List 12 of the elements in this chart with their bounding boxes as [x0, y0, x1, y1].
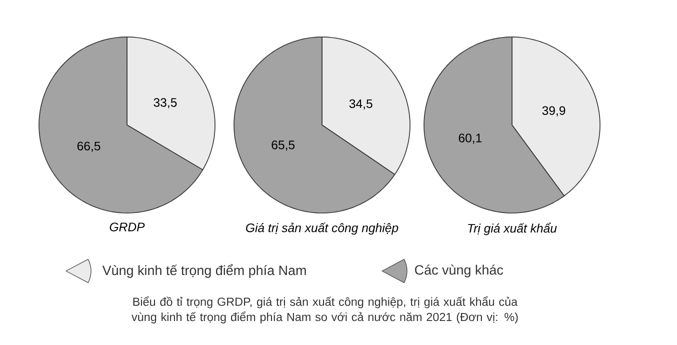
legend-label: Vùng kinh tế trọng điểm phía Nam [102, 264, 306, 278]
data-label: 34,5 [349, 99, 372, 110]
text: Giá trị sản xuất công nghiệp [246, 222, 398, 235]
data-label: 39,9 [542, 106, 566, 116]
text: Biểu đồ tỉ trọng GRDP, giá trị sản xuất công nghiệp, trị giá xuất khẩu của vùng kinh tế trọng điểm phía Nam so với cả nước năm 2021 (Đơn vị: %) [132, 296, 518, 324]
data-label: 66,5 [77, 142, 100, 152]
text: Trị giá xuất khẩu [468, 222, 557, 236]
data-label: 33,5 [154, 98, 177, 108]
legend-label: Các vùng khác [415, 264, 504, 278]
data-label: 60,1 [458, 134, 482, 144]
data-label: 65,5 [272, 140, 295, 151]
text: GRDP [110, 222, 145, 232]
